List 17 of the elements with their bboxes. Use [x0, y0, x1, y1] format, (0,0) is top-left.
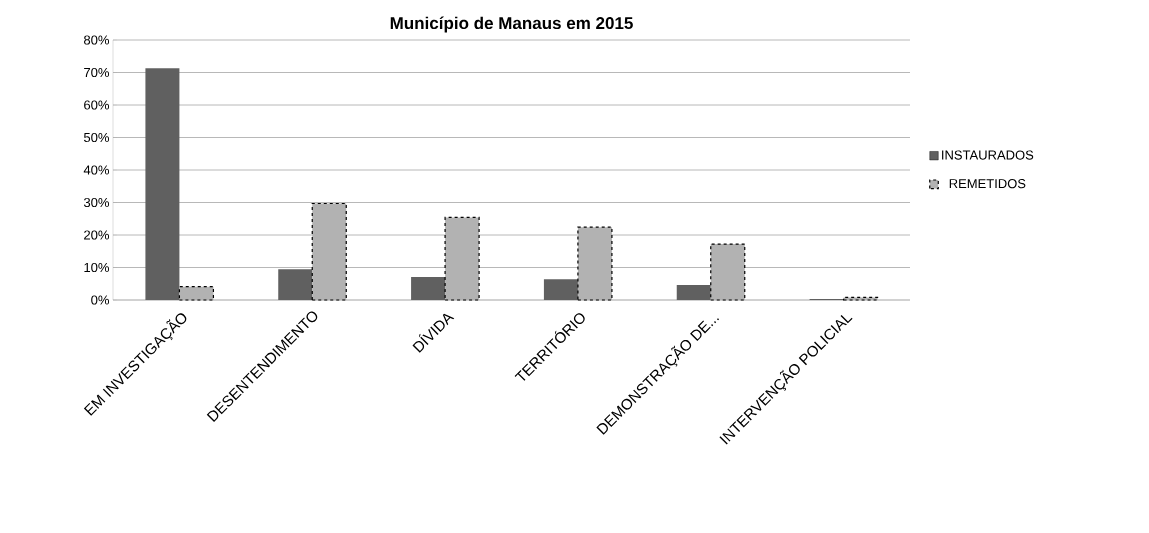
y-tick-label: 50% — [83, 132, 110, 143]
bar — [676, 285, 711, 300]
y-tick-label: 60% — [84, 100, 110, 110]
y-tick-label: 80% — [84, 35, 110, 45]
y-tick-label: 70% — [84, 67, 110, 78]
y-tick-label: 0% — [91, 295, 110, 305]
bar — [543, 279, 578, 300]
y-tick-label: 30% — [83, 197, 110, 208]
legend-label: INSTAURADOS — [942, 150, 1034, 160]
y-tick-label: 40% — [83, 165, 110, 175]
legend-label: REMETIDOS — [949, 179, 1026, 189]
chart-title: Município de Manaus em 2015 — [390, 16, 633, 33]
bar — [411, 276, 446, 300]
y-tick-label: 10% — [84, 262, 110, 273]
bar — [278, 269, 313, 300]
bar — [145, 68, 180, 300]
y-tick-label: 20% — [84, 230, 110, 240]
